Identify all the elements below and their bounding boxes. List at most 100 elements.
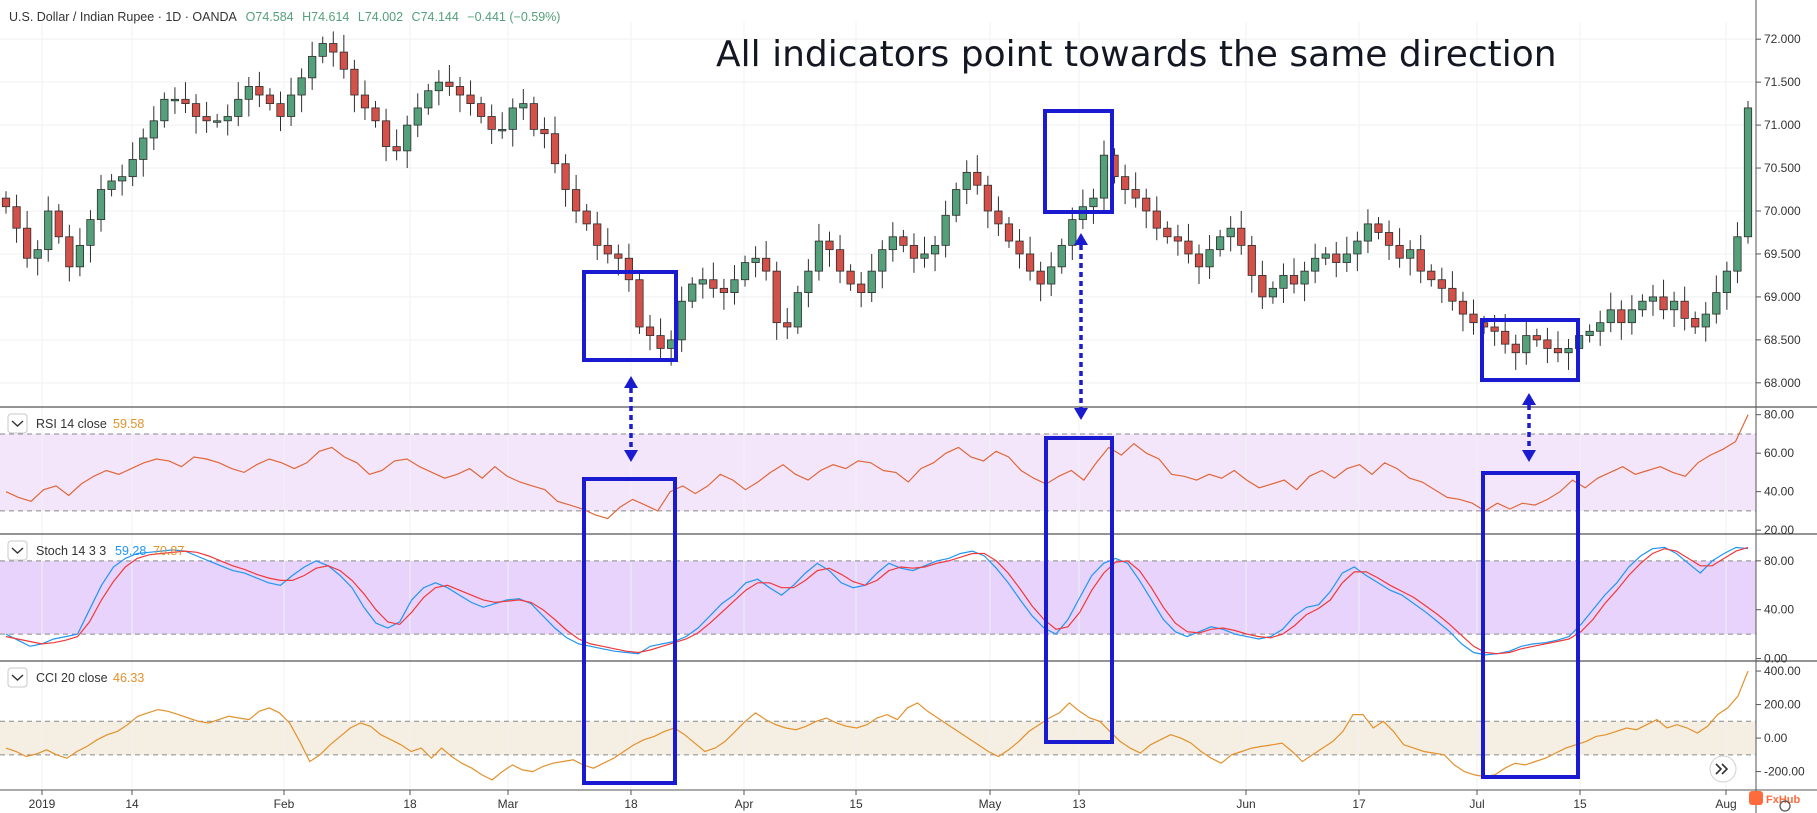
candle-up (508, 107, 517, 130)
candle-down (191, 103, 201, 117)
candle-up (223, 116, 232, 122)
arrow-head-up (624, 376, 638, 388)
price-tick-label: 200.00 (1764, 698, 1801, 712)
price-tick-label: 80.00 (1764, 408, 1794, 422)
candle-up (519, 103, 528, 109)
arrow-head-down (624, 450, 638, 462)
candle-down (593, 223, 602, 246)
candle-down (783, 322, 792, 328)
price-tick-label: 70.500 (1764, 161, 1801, 175)
candle-down (371, 107, 380, 122)
candle-up (118, 176, 127, 182)
candle-up (297, 77, 306, 96)
candle-up (730, 279, 739, 294)
candle-up (44, 210, 53, 251)
candle-up (1733, 236, 1742, 272)
candle-down (445, 81, 454, 87)
rsi-legend-value: 59.58 (113, 417, 144, 431)
candle-down (255, 86, 264, 96)
candle-down (1384, 232, 1394, 246)
price-tick-label: 40.00 (1764, 485, 1794, 499)
cci-band (0, 721, 1756, 755)
collapse-button[interactable] (7, 667, 28, 688)
time-tick-label: 2019 (29, 797, 56, 811)
candle-up (1068, 219, 1077, 246)
candle-down (909, 244, 919, 259)
price-tick-label: 68.000 (1764, 376, 1801, 390)
candle-down (582, 210, 591, 225)
price-tick-label: 0.00 (1764, 652, 1788, 666)
candle-down (265, 94, 275, 105)
candle-down (561, 163, 570, 190)
candle-up (1047, 266, 1056, 285)
collapse-button[interactable] (7, 413, 28, 434)
chart-header: U.S. Dollar / Indian Rupee · 1D · OANDA … (9, 10, 560, 24)
candle-down (614, 253, 623, 259)
candle-down (1247, 244, 1256, 276)
candle-up (1342, 253, 1351, 263)
stoch-legend-k-value: 59.28 (115, 544, 146, 558)
candle-down (846, 270, 855, 285)
highlight-box (582, 477, 677, 785)
candlestick-series (1, 31, 1753, 370)
time-tick-label: Apr (735, 797, 754, 811)
price-tick-label: 69.500 (1764, 247, 1801, 261)
candle-up (1522, 335, 1531, 354)
candle-down (23, 227, 32, 259)
candle-down (825, 240, 834, 251)
price-tick-label: 400.00 (1764, 664, 1801, 678)
candle-down (350, 68, 359, 96)
brand-logo: FxHub (1749, 791, 1801, 812)
candle-up (1363, 223, 1373, 242)
price-tick-label: 40.00 (1764, 603, 1794, 617)
candle-down (1448, 287, 1457, 302)
gear-icon[interactable] (1779, 800, 1791, 812)
high-value: H74.614 (302, 10, 349, 24)
price-tick-label: 68.500 (1764, 333, 1801, 347)
candle-down (857, 283, 866, 294)
candle-up (75, 244, 84, 268)
time-axis[interactable]: 2019 14 Feb 18 Mar 18 Apr 15 May 13 Jun 17 Jul 15 Aug (29, 790, 1737, 811)
scroll-to-latest-button[interactable] (1709, 755, 1737, 783)
candle-down (65, 236, 74, 268)
highlight-box (582, 270, 678, 362)
symbol-label: U.S. Dollar / Indian Rupee · 1D · OANDA (9, 10, 238, 24)
cci-legend[interactable]: CCI 20 close 46.33 (7, 667, 144, 688)
rsi-legend[interactable]: RSI 14 close 59.58 (7, 413, 144, 434)
candle-up (213, 120, 222, 123)
candle-up (1226, 227, 1235, 238)
candle-down (1025, 253, 1035, 272)
band-lines (0, 433, 1756, 756)
collapse-button[interactable] (7, 540, 28, 561)
candle-up (804, 270, 813, 294)
time-tick-label: 15 (1573, 797, 1587, 811)
candle-up (920, 253, 929, 259)
candle-up (1701, 313, 1710, 328)
candle-up (698, 279, 707, 285)
stoch-legend[interactable]: Stoch 14 3 3 59.28 70.87 (7, 540, 184, 561)
price-tick-label: 71.000 (1764, 118, 1801, 132)
candle-up (952, 189, 961, 216)
candle-up (1205, 249, 1214, 268)
candle-up (1321, 253, 1330, 259)
scroll-button-circle[interactable] (1709, 755, 1737, 783)
price-tick-label: 20.00 (1764, 523, 1794, 537)
price-tick-label: 71.500 (1764, 75, 1801, 89)
candle-up (1585, 330, 1594, 336)
candle-down (1395, 244, 1404, 259)
candle-down (624, 257, 633, 281)
candle-down (1237, 227, 1246, 246)
candle-down (1258, 275, 1267, 298)
stoch-overbought-oversold-band (0, 560, 1756, 635)
candle-up (888, 236, 897, 251)
candle-up (1743, 107, 1753, 238)
candle-down (1121, 176, 1130, 190)
candle-down (54, 210, 63, 238)
candle-up (878, 249, 887, 272)
candle-down (540, 128, 549, 135)
highlight-group-1 (582, 270, 678, 785)
candle-down (1532, 335, 1541, 341)
candle-up (424, 90, 433, 109)
rsi-overbought-oversold-band (0, 433, 1756, 511)
